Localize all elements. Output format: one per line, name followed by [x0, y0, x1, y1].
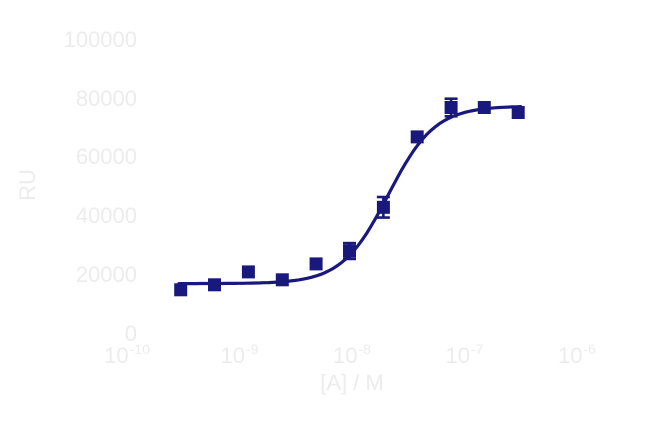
x-tick-label: 10-6 [558, 340, 596, 368]
y-tick-label: 60000 [75, 144, 137, 170]
data-point-marker [444, 101, 458, 114]
data-point-marker [343, 244, 356, 258]
data-point-marker [275, 273, 289, 287]
data-point-marker [241, 265, 255, 279]
y-tick-label: 100000 [63, 27, 137, 52]
x-tick-label: 10-10 [104, 340, 150, 368]
x-tick-label: 10-8 [333, 340, 371, 368]
data-point-marker [410, 130, 424, 144]
data-point-marker [174, 283, 188, 297]
x-axis-title: [A] / M [320, 370, 384, 395]
data-point-marker [309, 257, 323, 271]
y-tick-label: 40000 [75, 203, 137, 229]
x-tick-label: 10-7 [445, 340, 484, 368]
y-tick-label: 0 [124, 320, 137, 346]
y-tick-label: 80000 [75, 85, 137, 111]
data-point-marker [477, 101, 491, 114]
data-point-marker [376, 200, 390, 214]
y-tick-label: 20000 [75, 261, 137, 287]
data-point-marker [208, 278, 221, 292]
x-tick-label: 10-9 [220, 340, 259, 368]
data-point-marker [511, 106, 525, 119]
